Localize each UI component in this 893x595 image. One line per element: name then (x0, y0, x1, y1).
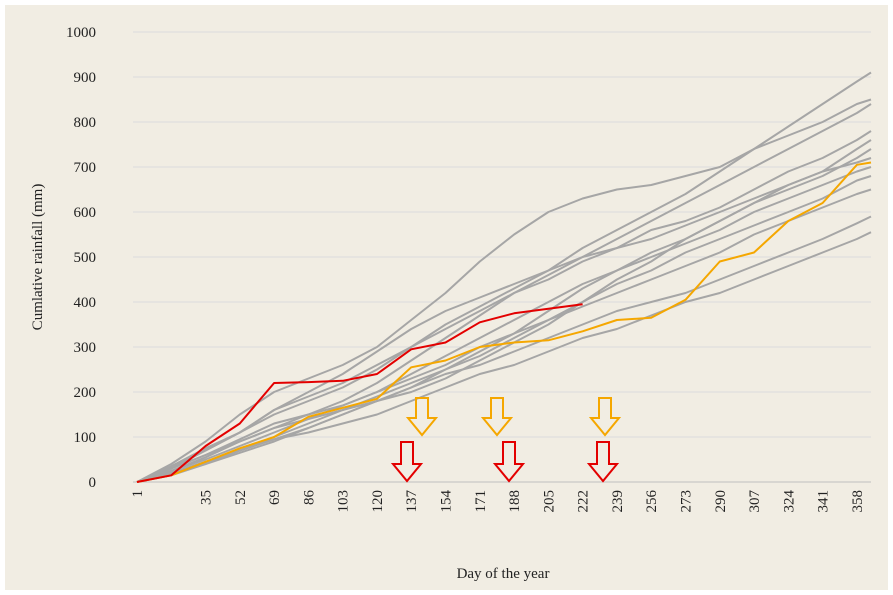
series-line (136, 188, 872, 483)
x-tick-label: 324 (781, 490, 797, 513)
x-tick-label: 188 (507, 490, 523, 513)
series-line (136, 215, 872, 483)
x-tick-label: 120 (370, 490, 386, 513)
series-line (136, 161, 872, 483)
plot-area: 0 100 200 300 400 500 600 700 800 900 1000 1 35 52 69 8… (66, 25, 872, 513)
y-tick-label: 400 (74, 295, 97, 311)
x-tick-label: 290 (713, 490, 729, 513)
x-tick-label: 205 (541, 490, 557, 513)
x-tick-label: 171 (473, 490, 489, 513)
annotation-arrows (390, 397, 622, 483)
x-tick-label: 256 (644, 490, 660, 513)
red-arrow (586, 441, 620, 483)
x-tick-label: 341 (816, 490, 832, 513)
x-tick-label: 103 (336, 490, 352, 513)
y-tick-label: 300 (74, 340, 97, 356)
y-tick-label: 600 (74, 205, 97, 221)
x-tick-label: 35 (199, 490, 215, 505)
x-tick-label: 154 (439, 490, 455, 513)
x-tick-label: 1 (130, 490, 146, 498)
x-tick-label: 358 (850, 490, 866, 513)
orange-arrow (480, 397, 514, 437)
x-tick-label: 239 (610, 490, 626, 513)
x-tick-label: 69 (267, 490, 283, 505)
x-tick-label: 137 (404, 490, 420, 513)
orange-arrow (405, 397, 439, 437)
red-arrow (390, 441, 424, 483)
orange-arrow (588, 397, 622, 437)
x-axis-label: Day of the year (457, 566, 550, 582)
y-tick-label: 200 (74, 385, 97, 401)
y-tick-label: 500 (74, 250, 97, 266)
series-line (136, 303, 583, 483)
x-tick-label: 273 (678, 490, 694, 513)
series-line (136, 98, 872, 483)
x-tick-label: 222 (576, 490, 592, 513)
y-tick-label: 1000 (66, 25, 96, 41)
x-tick-label: 307 (747, 490, 763, 513)
background (5, 5, 888, 590)
y-axis-label: Cumlative rainfall (mm) (30, 184, 46, 331)
series-line (136, 166, 872, 483)
x-tick-label: 86 (301, 490, 317, 506)
y-tick-label: 900 (74, 70, 97, 86)
red-arrow (492, 441, 526, 483)
y-tick-label: 0 (89, 475, 97, 491)
y-tick-label: 800 (74, 115, 97, 131)
y-tick-label: 100 (74, 430, 97, 446)
series-line (136, 71, 872, 483)
x-tick-label: 52 (233, 490, 249, 505)
y-tick-label: 700 (74, 160, 97, 176)
series-line (136, 157, 872, 483)
series-line (136, 231, 872, 483)
